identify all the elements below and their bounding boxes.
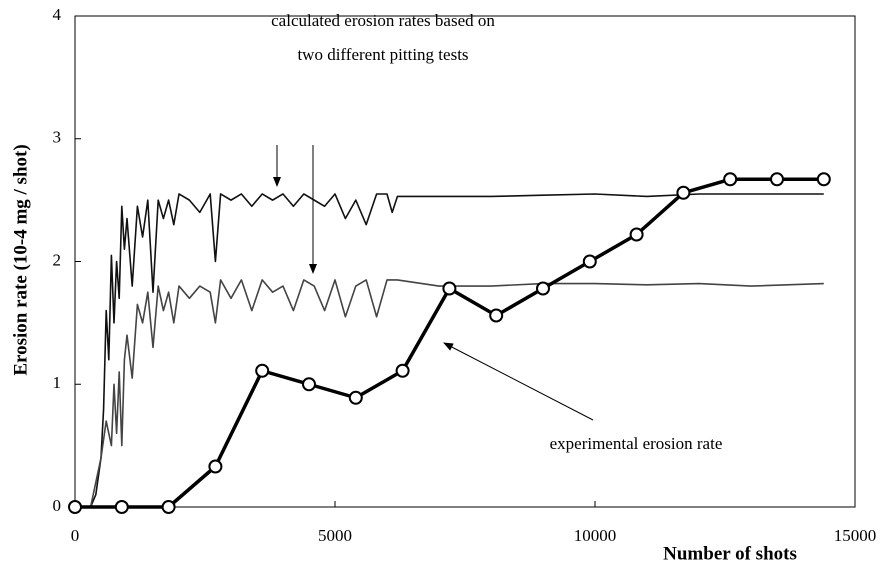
x-tick-label: 0 bbox=[71, 526, 80, 545]
annotation: calculated erosion rates based on bbox=[271, 11, 495, 30]
plot-frame bbox=[74, 15, 856, 508]
series-line bbox=[75, 279, 824, 508]
y-tick-label: 0 bbox=[53, 496, 62, 515]
data-point bbox=[114, 500, 129, 514]
y-tick-label: 3 bbox=[53, 128, 62, 147]
data-point bbox=[723, 172, 738, 187]
data-point bbox=[442, 281, 457, 296]
data-point bbox=[255, 363, 270, 378]
data-point bbox=[68, 500, 82, 514]
y-tick-label: 1 bbox=[53, 373, 62, 392]
data-point bbox=[676, 185, 691, 200]
data-point bbox=[582, 254, 597, 269]
y-tick-label: 4 bbox=[53, 5, 62, 24]
data-point bbox=[348, 390, 363, 405]
x-tick-label: 5000 bbox=[318, 526, 352, 545]
y-tick-label: 2 bbox=[53, 250, 62, 269]
annotation: two different pitting tests bbox=[297, 45, 468, 64]
data-point bbox=[770, 172, 784, 187]
annotation: experimental erosion rate bbox=[550, 434, 723, 453]
data-point bbox=[816, 172, 831, 187]
y-axis-label: Erosion rate (10-4 mg / shot) bbox=[10, 144, 31, 375]
data-point bbox=[208, 459, 223, 474]
series-line bbox=[75, 193, 824, 508]
x-tick-label: 10000 bbox=[574, 526, 617, 545]
data-point bbox=[489, 308, 504, 323]
data-point bbox=[302, 377, 316, 392]
arrow bbox=[443, 342, 594, 421]
x-tick-label: 15000 bbox=[834, 526, 877, 545]
data-point bbox=[395, 363, 410, 378]
data-point bbox=[629, 227, 644, 242]
data-point bbox=[161, 500, 176, 514]
data-point bbox=[536, 281, 550, 296]
x-axis-label: Number of shots bbox=[663, 543, 797, 564]
series-line bbox=[75, 177, 824, 509]
